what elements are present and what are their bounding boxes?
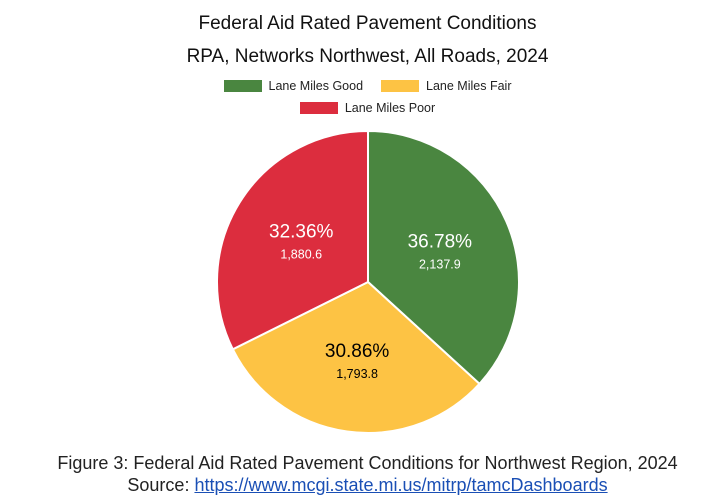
- source-line: Source: https://www.mcgi.state.mi.us/mit…: [0, 474, 721, 496]
- legend: Lane Miles Good Lane Miles Fair: [0, 79, 721, 93]
- legend-item-fair[interactable]: Lane Miles Fair: [381, 79, 511, 93]
- legend-swatch-fair: [381, 80, 420, 92]
- legend-row-2: Lane Miles Poor: [0, 101, 721, 115]
- slice-percent-label-good: 36.78%: [408, 231, 473, 252]
- pie-chart: 36.78% 2,137.9 30.86% 1,793.8 32.36% 1,880.6: [216, 129, 520, 434]
- chart-subtitle: RPA, Networks Northwest, All Roads, 2024: [186, 46, 549, 67]
- pie-slice-poor[interactable]: [216, 129, 369, 351]
- legend-label-good: Lane Miles Good: [268, 79, 364, 93]
- chart-title: Federal Aid Rated Pavement Conditions: [198, 13, 537, 34]
- source-prefix: Source:: [127, 475, 195, 495]
- pie-slice-good[interactable]: [367, 129, 520, 386]
- legend-item-poor[interactable]: Lane Miles Poor: [299, 101, 436, 115]
- slice-value-label-good: 2,137.9: [419, 257, 461, 271]
- slice-percent-label-poor: 32.36%: [269, 222, 334, 243]
- source-link[interactable]: https://www.mcgi.state.mi.us/mitrp/tamcD…: [194, 475, 608, 495]
- figure-caption: Figure 3: Federal Aid Rated Pavement Con…: [57, 453, 678, 473]
- legend-swatch-poor: [299, 102, 338, 114]
- slice-value-label-poor: 1,880.6: [280, 248, 322, 262]
- legend-swatch-good: [223, 80, 262, 92]
- legend-label-fair: Lane Miles Fair: [426, 79, 512, 93]
- slice-value-label-fair: 1,793.8: [336, 367, 378, 381]
- slice-percent-label-fair: 30.86%: [325, 341, 390, 362]
- legend-label-poor: Lane Miles Poor: [344, 101, 436, 115]
- pie-slice-fair[interactable]: [231, 280, 481, 434]
- legend-item-good[interactable]: Lane Miles Good: [223, 79, 364, 93]
